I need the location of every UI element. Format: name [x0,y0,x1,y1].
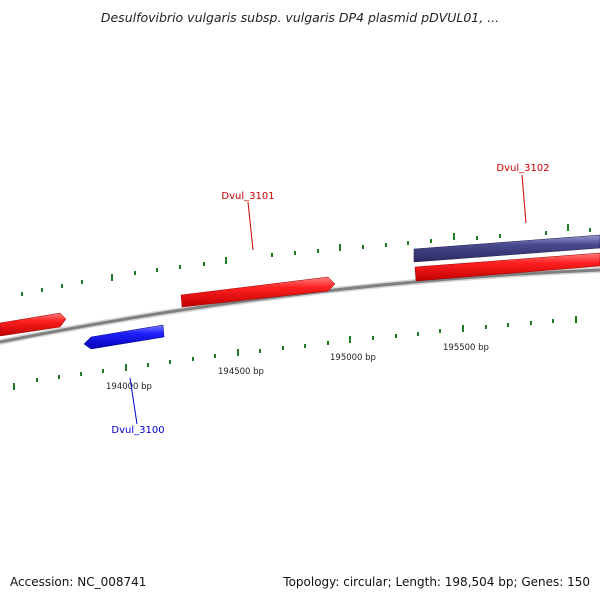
position-label-195500: 195500 bp [443,343,489,353]
gene-unlabeled-left[interactable] [0,312,67,337]
gene-label-dvul-3102[interactable]: Dvul_3102 [496,163,550,224]
gene-dvul-3100[interactable] [83,324,165,350]
position-labels: 194000 bp 194500 bp 195000 bp 195500 bp [106,343,489,392]
gene-label-dvul-3101[interactable]: Dvul_3101 [221,191,275,251]
accession-text: Accession: NC_008741 [10,575,147,589]
position-label-195000: 195000 bp [330,353,376,363]
gene-label-dvul-3100[interactable]: Dvul_3100 [111,377,165,436]
gene-dvul-3102-partner[interactable] [413,234,600,263]
gene-dvul-3101[interactable] [180,276,336,308]
gene-dvul-3102[interactable] [414,252,600,282]
gene-label-text-dvul-3101: Dvul_3101 [221,191,274,202]
map-title: Desulfovibrio vulgaris subsp. vulgaris D… [100,10,500,25]
tick-marks-inner [13,316,577,390]
position-label-194500: 194500 bp [218,367,264,377]
gene-label-text-dvul-3102: Dvul_3102 [496,163,549,174]
topology-summary-text: Topology: circular; Length: 198,504 bp; … [283,575,590,589]
gene-label-text-dvul-3100: Dvul_3100 [111,425,164,436]
position-label-194000: 194000 bp [106,382,152,392]
tick-marks-outer [21,224,591,296]
